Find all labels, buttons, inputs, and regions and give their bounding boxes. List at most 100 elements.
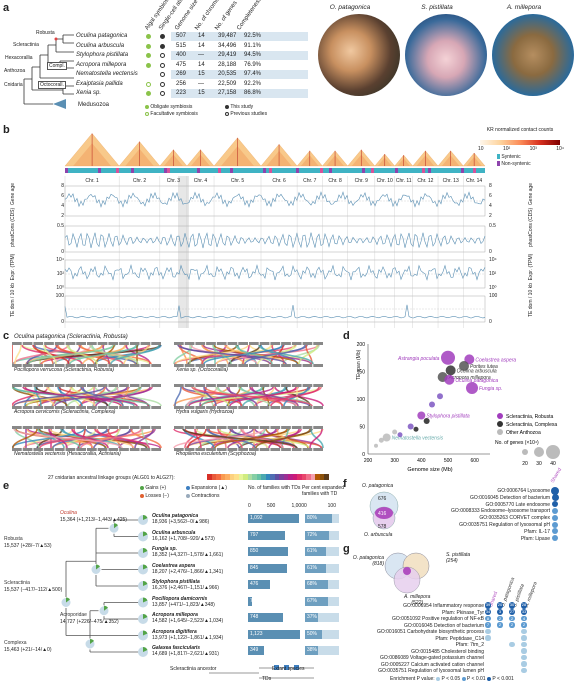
e-node-stats: 15,537 (−417/−112/▲500) xyxy=(4,587,63,593)
f-enrich-dot-icon xyxy=(552,507,558,514)
acropora-millepora-photo xyxy=(492,14,574,96)
alg-swatch xyxy=(315,474,320,480)
g-enrich-dot-icon xyxy=(485,635,491,641)
p01-dot-icon xyxy=(461,676,466,681)
g-enrich-dot-icon: 30 xyxy=(508,602,516,609)
d-point-label: Fungia sp. xyxy=(479,386,502,392)
c-left-1: Acropora cervicornis (Scleractinia, Comp… xyxy=(14,409,116,415)
track-tick: 4 xyxy=(61,203,64,209)
f-enrich-dot-icon xyxy=(552,521,558,528)
d-legend-label: Scleractinia, Robusta xyxy=(506,414,553,420)
legend-this-study-label: This study xyxy=(230,104,254,110)
panel-c-label: c xyxy=(3,330,10,342)
g-venn-name-1: S. pistillata xyxy=(446,552,471,558)
e-col2-header: Per cent expanded families with TD xyxy=(302,485,344,497)
symbiosis-dot-icon xyxy=(146,72,151,77)
d-point xyxy=(423,418,430,424)
track-tick: 6 xyxy=(61,193,64,199)
g-venn-size-0: (818) xyxy=(372,561,384,567)
track-tick-right: 0 xyxy=(489,249,492,255)
atlas-dot-icon xyxy=(160,72,165,77)
g-term: GO:0086089 Voltage-gated potassium chann… xyxy=(380,655,484,661)
e-pct-bar xyxy=(305,629,322,639)
d-point-label: Astrangia poculata xyxy=(397,356,440,362)
alg-swatch xyxy=(225,474,230,480)
track-tick: 0 xyxy=(61,249,64,255)
e-td-value: 748 xyxy=(250,614,259,620)
symbiosis-dot-icon xyxy=(146,34,151,39)
d-point xyxy=(374,443,378,448)
chromosome-label: Chr. 13 xyxy=(443,178,459,184)
track-tick: 8 xyxy=(61,183,64,189)
panel-a-label: a xyxy=(3,2,10,14)
g-enrich-dot-icon: 27 xyxy=(508,608,516,616)
species-name: Exaiptasia pallida xyxy=(76,80,123,87)
e-pct-bar xyxy=(305,514,333,523)
track-tick-right: 8 xyxy=(489,183,492,189)
e-pct-value: 68% xyxy=(307,581,318,587)
d-xtick: 300 xyxy=(390,458,399,464)
alg-swatch xyxy=(283,474,288,480)
d-point xyxy=(407,423,414,430)
stylophora-pistillata-photo xyxy=(405,14,487,96)
obligate-dot-icon xyxy=(145,104,149,109)
e-axis1-tick: 500 xyxy=(266,503,276,509)
track-tick: 0.5 xyxy=(57,223,64,229)
kr-tick: 10⁴ xyxy=(556,146,564,152)
syntenic-swatch-icon xyxy=(497,154,500,160)
clade-robusta: Robusta xyxy=(36,30,55,36)
species-name: Acropora millepora xyxy=(76,61,127,68)
e-pct-value: 37% xyxy=(307,614,318,620)
kr-tick: 10³ xyxy=(529,146,537,152)
chromosome-label: Chr. 4 xyxy=(194,178,208,184)
d-xtick: 500 xyxy=(444,458,453,464)
panel-d-scatter: 200 300 400 500 600 0 50 100 150 200 Genome size (… xyxy=(357,342,560,473)
e-pct-bar-bg xyxy=(305,646,339,655)
e-bottom-extant: Extant species xyxy=(272,666,305,672)
legend-obligate: Obligate symbiosis xyxy=(145,104,192,110)
alg-colorbar xyxy=(207,474,329,480)
f-venn-label-0: O. patagonica xyxy=(362,483,394,489)
d-point xyxy=(429,401,435,408)
clade-hexacorallia: Hexacorallia xyxy=(5,55,33,61)
d-point-label: Oculina arbuscula xyxy=(457,368,497,374)
alg-swatch xyxy=(211,474,216,480)
d-point xyxy=(441,350,455,365)
track-tick-right: 0 xyxy=(489,319,492,325)
d-ytick: 0 xyxy=(362,452,365,458)
g-term: Pfam: Peptidase_C14 xyxy=(435,635,484,642)
e-node-stats: 15,463 (+21/−14/▲0) xyxy=(4,647,52,653)
atlas-dot-icon xyxy=(160,43,165,49)
track-tick: 10⁰ xyxy=(56,285,64,291)
f-venn-label-1: O. arbuscula xyxy=(364,532,393,538)
symbiosis-dot-icon xyxy=(146,53,151,58)
d-size-dot-icon xyxy=(534,447,544,457)
e-legend-losses: Losses (−) xyxy=(140,492,169,500)
d-ytick: 200 xyxy=(357,342,366,348)
d-ylabel: TE span (Mb) xyxy=(356,349,362,380)
g-enrich-dot-icon xyxy=(521,667,527,674)
species-row: Oculina arbuscula 515 14 34,496 91.1% xyxy=(76,41,316,51)
f-enrich-dot-icon xyxy=(552,514,558,521)
alg-swatch xyxy=(288,474,293,480)
d-point xyxy=(392,429,398,435)
f-enrich-dot-icon xyxy=(552,528,558,535)
g-term: GO:0015485 Cholesterol binding xyxy=(411,648,484,655)
e-species-name: Fungia sp. xyxy=(152,546,177,552)
e-legend-contractions-label: Contractions xyxy=(191,493,220,499)
chromosome-label: Chr. 8 xyxy=(328,178,342,184)
row-stripe xyxy=(171,32,308,41)
e-axis2: 0 100 xyxy=(304,503,336,509)
d-point xyxy=(417,411,426,420)
chromosome-label: Chr. 14 xyxy=(466,178,482,184)
e-legend-expansions-label: Expansions (▲) xyxy=(191,485,227,491)
g-term: GO:0051092 Positive regulation of NF-κB xyxy=(392,616,484,622)
track-label-right: phastCons (CDS) xyxy=(528,207,534,247)
g-term: GO:0016051 Carbohydrate biosynthetic pro… xyxy=(376,629,484,635)
e-axis1: 0 500 1,000 xyxy=(248,503,304,509)
e-species-stats: 16,376 (+2,467/−1,151/▲966) xyxy=(152,585,219,591)
track-tick-right: 6 xyxy=(489,193,492,199)
atlas-dot-icon xyxy=(160,62,165,68)
alg-swatch xyxy=(310,474,315,480)
photo-title-pistillata: S. pistillata xyxy=(421,4,453,11)
